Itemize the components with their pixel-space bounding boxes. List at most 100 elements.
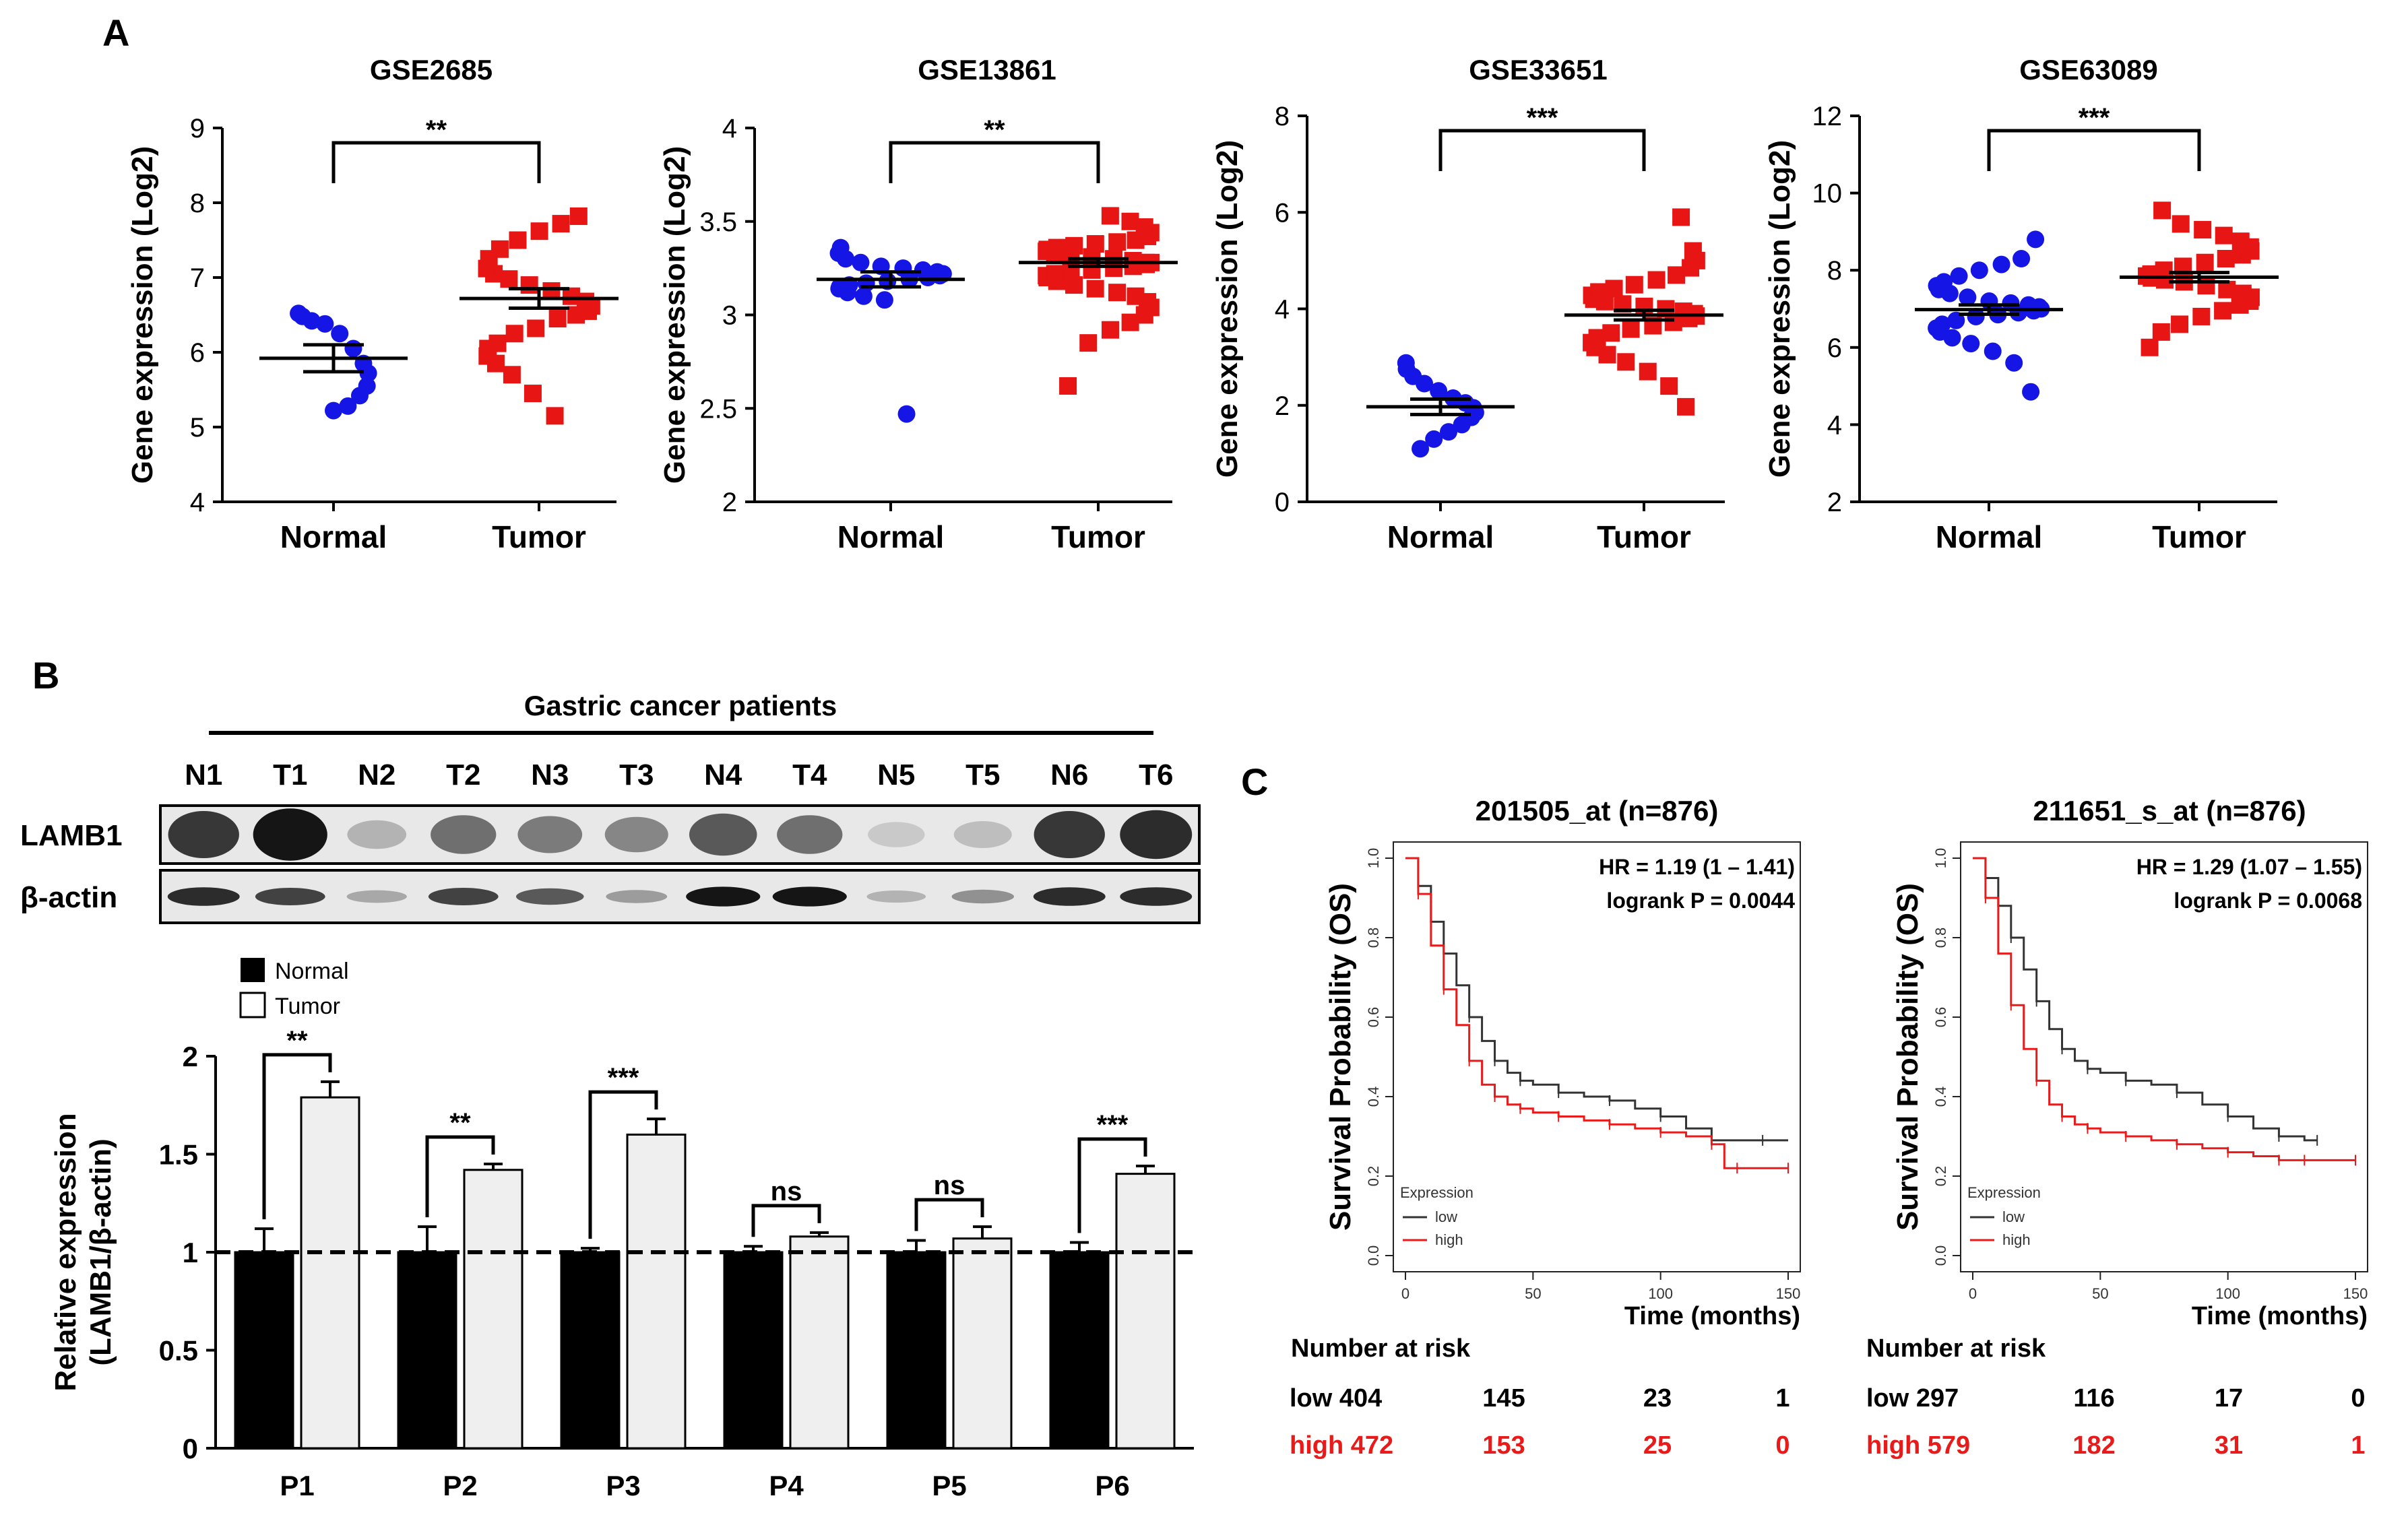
risk-count: 116	[2073, 1384, 2114, 1413]
data-point-tumor	[2172, 215, 2190, 233]
western-title: Gastric cancer patients	[524, 690, 837, 721]
bar-chart-panel-b: Normal Tumor 0 0.5 1 1.5 2 Relative expression(…	[49, 958, 1194, 1501]
data-point-tumor	[2141, 338, 2159, 356]
data-point-normal	[1412, 440, 1430, 458]
x-tick-label: Normal	[837, 519, 944, 554]
x-tick-label: 150	[1776, 1285, 1801, 1302]
y-tick-label: 0.8	[1932, 928, 1949, 948]
legend-label-normal: Normal	[275, 959, 349, 984]
data-point-normal	[1950, 267, 1968, 285]
data-point-tumor	[520, 276, 538, 294]
blot-band	[431, 815, 497, 854]
x-tick-label: Tumor	[492, 519, 586, 554]
blot-strip	[159, 804, 1201, 865]
data-point-tumor	[552, 215, 570, 233]
y-tick-label: 0.5	[159, 1335, 198, 1367]
blot-row-label: β-actin	[20, 881, 117, 914]
risk-count: 1	[1775, 1384, 1789, 1413]
risk-count: 0	[2351, 1384, 2365, 1413]
significance-marker: ***	[1097, 1110, 1129, 1140]
data-point-tumor	[1048, 238, 1066, 257]
lane-label: N6	[1050, 758, 1088, 791]
bar-tumor	[1115, 1173, 1176, 1450]
lane-label: T3	[619, 758, 654, 791]
data-point-tumor	[524, 385, 542, 403]
y-tick-label: 8	[1275, 102, 1290, 131]
blot-band	[953, 821, 1012, 848]
survival-curve-low	[1405, 857, 1788, 1142]
significance-bracket	[914, 1198, 984, 1231]
data-point-tumor	[503, 366, 521, 384]
western-blot-panel: Gastric cancer patients N1 T1 N2 T2 N3 T3 N4 T4…	[20, 690, 1201, 924]
y-axis-label: Relative expression	[49, 1113, 82, 1391]
legend-label-low: low	[1435, 1208, 1457, 1225]
blot-band	[1034, 811, 1105, 858]
risk-count: 17	[2215, 1384, 2243, 1413]
legend-title: Expression	[1967, 1184, 2041, 1201]
data-point-normal	[875, 291, 893, 309]
risk-row-label: high 579	[1866, 1431, 1970, 1460]
data-point-tumor	[1108, 284, 1127, 302]
x-tick-label: P2	[443, 1470, 477, 1501]
data-point-tumor	[548, 310, 567, 328]
blot-band	[167, 887, 240, 906]
data-point-tumor	[1639, 362, 1657, 381]
y-tick-label: 4	[722, 114, 737, 143]
data-point-normal	[854, 287, 873, 305]
blot-band	[951, 889, 1015, 904]
data-point-tumor	[509, 231, 527, 249]
chart-title: 201505_at (n=876)	[1476, 795, 1719, 827]
x-tick-label: P3	[606, 1470, 640, 1501]
data-point-tumor	[490, 240, 509, 258]
x-tick-label: P1	[280, 1470, 314, 1501]
y-tick-label: 0.4	[1932, 1087, 1949, 1107]
data-point-tumor	[1046, 265, 1064, 283]
bar-tumor	[300, 1096, 360, 1450]
legend-label-high: high	[2002, 1231, 2031, 1248]
data-point-normal	[290, 304, 308, 323]
data-point-tumor	[1079, 334, 1098, 352]
y-tick-label: 0	[1275, 488, 1290, 517]
data-point-tumor	[2171, 315, 2189, 333]
chart-title: 211651_s_at (n=876)	[2033, 795, 2306, 827]
lane-label: N2	[358, 758, 395, 791]
data-point-normal	[2005, 354, 2023, 372]
data-point-normal	[331, 325, 349, 343]
blot-band	[868, 822, 925, 847]
data-point-tumor	[530, 222, 548, 240]
data-point-normal	[1425, 430, 1443, 448]
blot-row-label: LAMB1	[20, 819, 123, 852]
bar-tumor	[626, 1133, 687, 1450]
scatter-panel-gse63089: GSE63089 2 4 6 8 10 12 Normal Tumor Gene expressi…	[1763, 54, 2279, 554]
data-point-normal	[1962, 335, 1980, 353]
data-point-normal	[1440, 423, 1458, 441]
y-tick-label: 6	[1275, 198, 1290, 228]
data-point-tumor	[2217, 250, 2235, 268]
y-tick-label: 6	[190, 338, 205, 368]
blot-band	[866, 890, 926, 903]
y-axis-label: Gene expression (Log2)	[126, 146, 159, 484]
risk-table-header: Number at risk	[1291, 1334, 1471, 1363]
data-point-normal	[852, 253, 870, 271]
data-point-tumor	[500, 270, 518, 288]
blot-band	[1120, 887, 1193, 906]
blot-band	[347, 820, 407, 849]
x-tick-label: Tumor	[1597, 519, 1691, 554]
blot-band	[777, 815, 843, 854]
y-tick-label: 1.5	[159, 1139, 198, 1171]
x-tick-label: 50	[1525, 1285, 1541, 1302]
data-point-normal	[831, 238, 850, 257]
lane-label: T5	[965, 758, 1000, 791]
bar-tumor	[952, 1237, 1013, 1450]
x-tick-label: P6	[1095, 1470, 1129, 1501]
x-tick-label: 150	[2343, 1285, 2368, 1302]
significance-marker: **	[449, 1108, 471, 1138]
data-point-normal	[2013, 250, 2031, 268]
blot-band	[689, 813, 757, 856]
significance-bracket	[262, 1053, 332, 1220]
panel-label-a: A	[102, 11, 129, 54]
y-tick-label: 4	[1827, 410, 1842, 440]
hazard-ratio-annotation: HR = 1.29 (1.07 – 1.55)	[2136, 855, 2362, 879]
significance-marker: ***	[1527, 103, 1558, 133]
data-point-tumor	[546, 407, 564, 425]
